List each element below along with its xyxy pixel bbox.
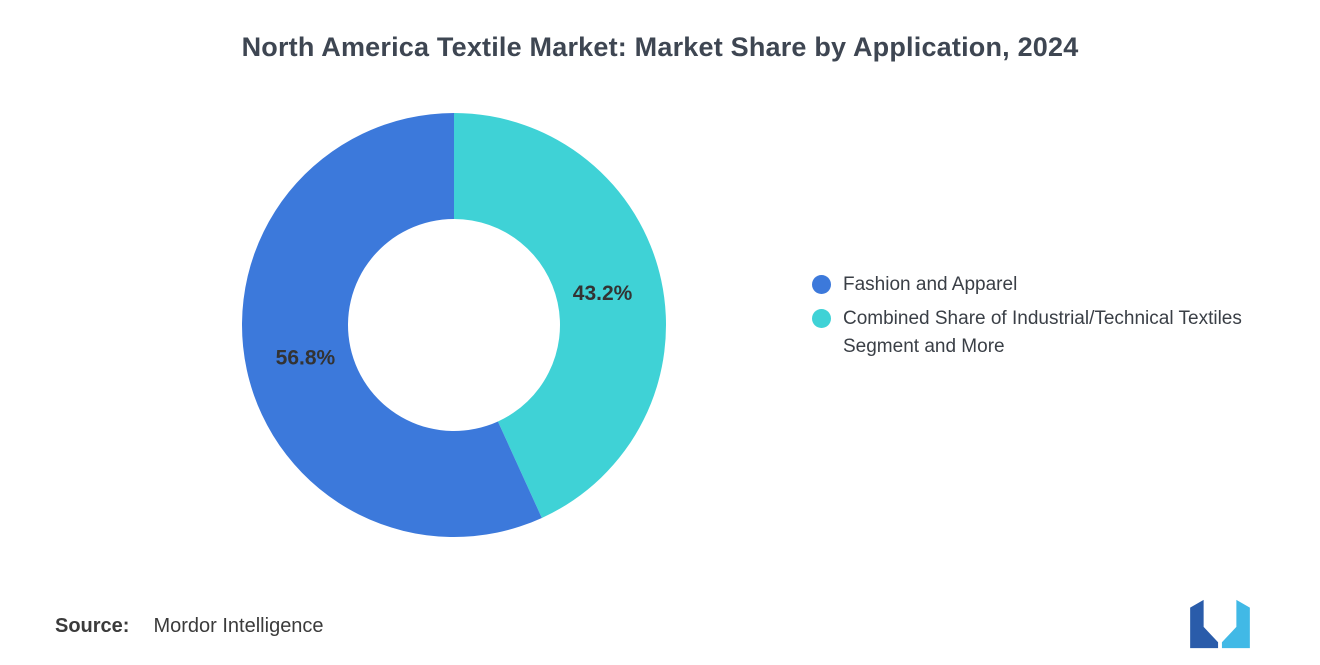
legend-swatch-fashion-icon [812, 275, 831, 294]
legend-label-fashion: Fashion and Apparel [843, 274, 1018, 295]
donut-slice-1 [242, 113, 542, 537]
legend-item-industrial: Combined Share of Industrial/Technical T… [812, 305, 1252, 361]
slice-value-label-1: 56.8% [276, 347, 336, 370]
legend-swatch-industrial-icon [812, 309, 831, 328]
source-value: Mordor Intelligence [153, 615, 324, 637]
legend-label-industrial: Combined Share of Industrial/Technical T… [843, 308, 1242, 357]
source-label: Source: [55, 615, 130, 637]
donut-slice-0 [454, 113, 667, 518]
source-attribution: Source: Mordor Intelligence [55, 615, 324, 638]
logo-right-shape [1221, 599, 1250, 649]
slice-value-label-0: 43.2% [573, 282, 633, 305]
legend-item-fashion: Fashion and Apparel [812, 271, 1252, 299]
donut-chart: 43.2% 56.8% [240, 111, 668, 539]
chart-title: North America Textile Market: Market Sha… [241, 32, 1079, 62]
mordor-intelligence-logo [1190, 599, 1250, 649]
donut-chart-svg: 43.2% 56.8% [242, 113, 667, 537]
legend: Fashion and Apparel Combined Share of In… [812, 271, 1252, 361]
logo-left-shape [1190, 599, 1219, 649]
